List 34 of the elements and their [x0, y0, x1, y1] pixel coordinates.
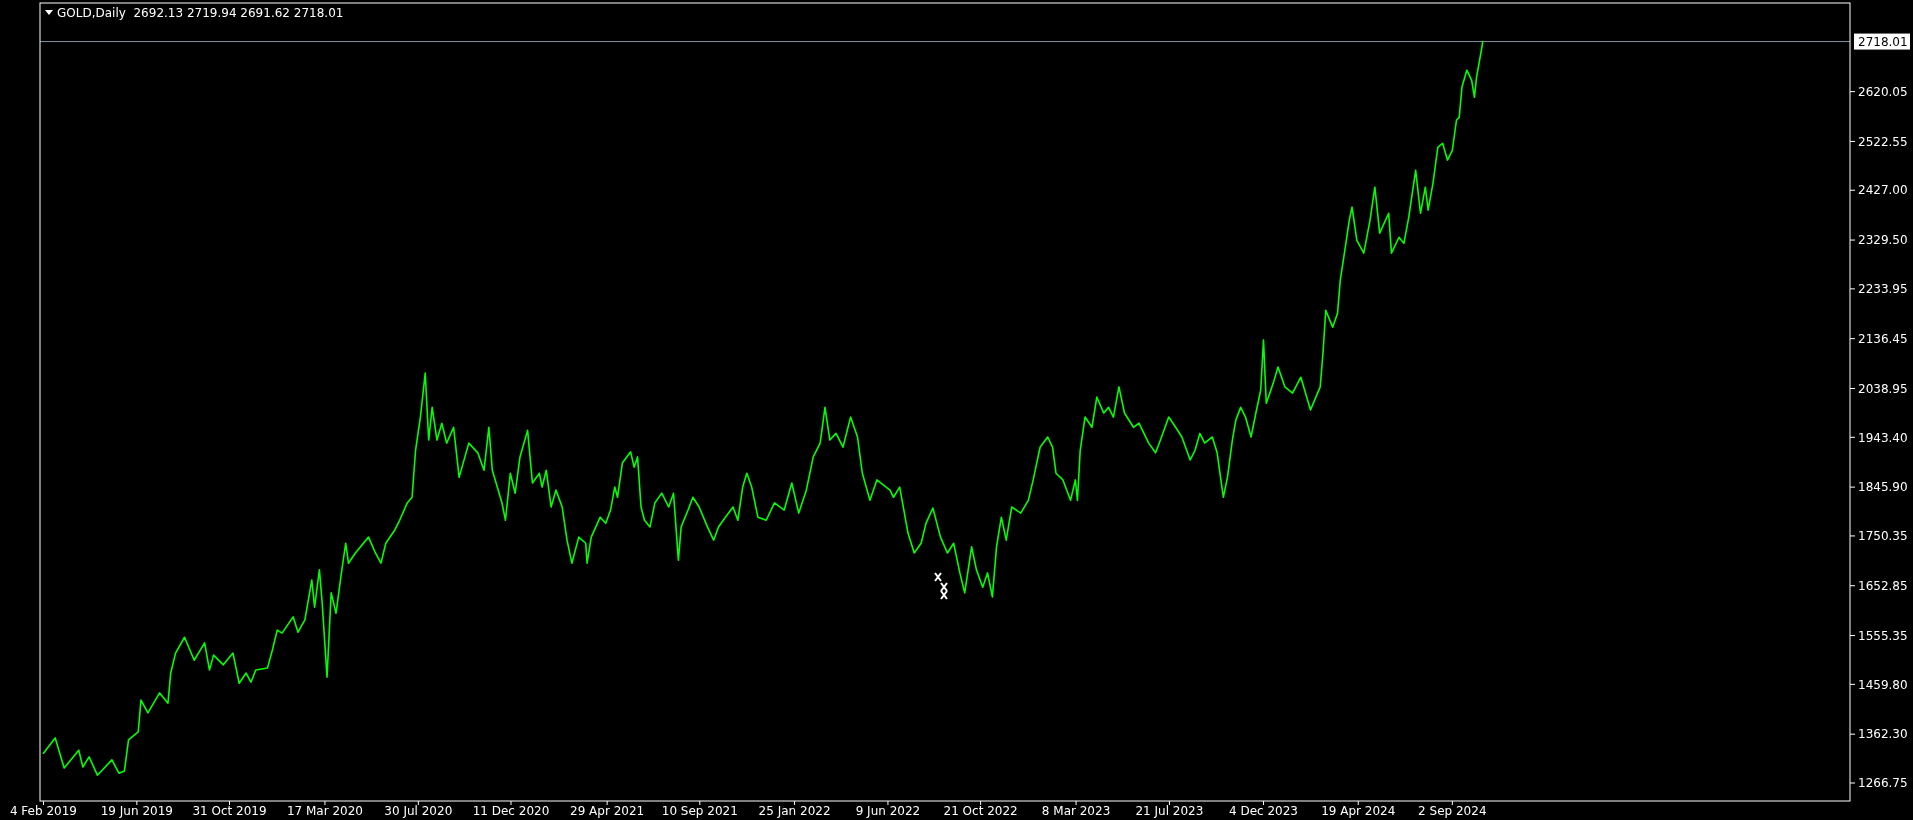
y-tick-label: 1362.30	[1858, 727, 1908, 742]
x-tick-label: 10 Sep 2021	[661, 804, 738, 818]
y-tick-label: 2233.95	[1858, 282, 1908, 297]
x-tick-label: 21 Jul 2023	[1135, 804, 1204, 818]
y-tick-label: 2136.45	[1858, 331, 1908, 346]
chart-title: GOLD,Daily 2692.13 2719.94 2691.62 2718.01	[57, 6, 344, 20]
y-tick-label: 2620.05	[1858, 84, 1908, 99]
y-tick-label: 1750.35	[1858, 529, 1908, 544]
y-tick-label: 2038.95	[1858, 381, 1908, 396]
x-tick-label: 2 Sep 2024	[1418, 804, 1487, 818]
x-tick-label: 11 Dec 2020	[472, 804, 550, 818]
y-tick-label: 1459.80	[1858, 677, 1908, 692]
y-tick-label: 1943.40	[1858, 430, 1908, 445]
x-tick-label: 19 Apr 2024	[1321, 804, 1396, 818]
x-tick-label: 17 Mar 2020	[286, 804, 363, 818]
y-tick-label: 1652.85	[1858, 578, 1908, 593]
x-tick-label: 21 Oct 2022	[943, 804, 1018, 818]
x-tick-label: 4 Feb 2019	[9, 804, 77, 818]
x-tick-label: 30 Jul 2020	[384, 804, 453, 818]
y-tick-label: 1266.75	[1858, 776, 1908, 791]
x-tick-label: 25 Jan 2022	[758, 804, 831, 818]
x-tick-label: 31 Oct 2019	[192, 804, 267, 818]
y-tick-label: 1555.35	[1858, 628, 1908, 643]
y-tick-label: 2427.00	[1858, 183, 1908, 198]
x-tick-label: 4 Dec 2023	[1228, 804, 1299, 818]
x-tick-label: 29 Apr 2021	[570, 804, 645, 818]
y-tick-label: 1845.90	[1858, 480, 1908, 495]
ref-line-label: 2718.01	[1858, 34, 1908, 49]
x-tick-label: 9 Jun 2022	[855, 804, 921, 818]
y-tick-label: 2329.50	[1858, 233, 1908, 248]
x-tick-label: 19 Jun 2019	[100, 804, 173, 818]
x-tick-label: 8 Mar 2023	[1041, 804, 1111, 818]
y-tick-label: 2522.55	[1858, 134, 1908, 149]
line-series	[42, 40, 1484, 776]
